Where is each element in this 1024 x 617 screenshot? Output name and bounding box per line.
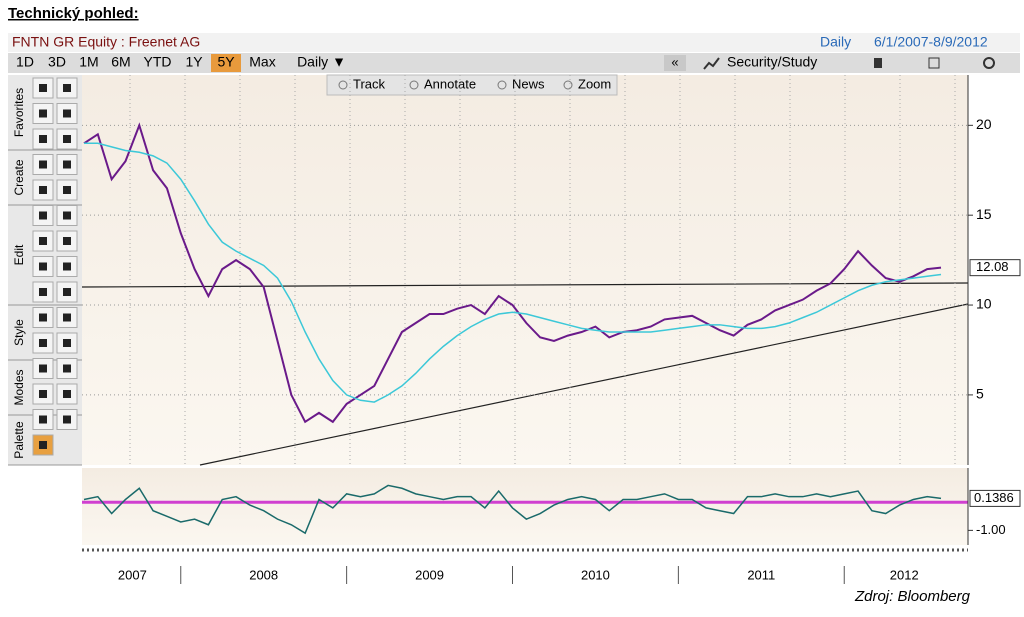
tool-icon: [39, 262, 47, 271]
source: Zdroj: Bloomberg: [854, 588, 971, 605]
tool-icon: [63, 84, 71, 92]
subtool-icon: [338, 80, 348, 90]
tool-icon: [39, 135, 47, 143]
range-button[interactable]: YTD: [144, 54, 172, 70]
palette-label: Palette: [12, 421, 26, 459]
tool-icon: [63, 288, 71, 296]
page-title: Technický pohled:: [8, 5, 139, 22]
y-tick-label: 5: [976, 386, 984, 402]
last-osc-box: [969, 489, 1021, 507]
palette-label: Favorites: [12, 88, 26, 137]
collapse-button[interactable]: [664, 55, 686, 71]
x-tick-label: 2008: [249, 567, 278, 582]
y-tick-label: 20: [976, 116, 992, 132]
series-line: [84, 142, 942, 403]
tool-icon: [63, 211, 71, 220]
tool-icon: [63, 364, 71, 373]
palette-label: Modes: [12, 369, 26, 405]
trend-line: [81, 282, 969, 288]
collapse-icon: «: [671, 54, 678, 69]
last-price-box: [969, 259, 1021, 277]
range-button[interactable]: 3D: [48, 54, 66, 70]
tool-icon[interactable]: [874, 58, 882, 68]
subtool-icon: [497, 80, 507, 90]
plot-area: [82, 75, 968, 465]
tool-icon: [39, 186, 47, 194]
header-bar: [8, 33, 1020, 52]
tool-icon: [39, 288, 47, 296]
palette-label: Style: [12, 319, 26, 346]
tool-icon: [39, 84, 47, 92]
tool-icon: [39, 160, 47, 169]
last-price: 12.08: [976, 259, 1009, 274]
range-button[interactable]: 5Y: [217, 54, 235, 70]
subtool-button[interactable]: Zoom: [578, 76, 611, 91]
tool-icon: [39, 339, 47, 347]
x-tick-label: 2009: [415, 567, 444, 582]
active-button: [211, 54, 241, 72]
y-tick-label: 10: [976, 296, 992, 312]
toolbar: [8, 53, 1020, 73]
palette-label: Create: [12, 159, 26, 195]
settings-icon[interactable]: [983, 57, 995, 69]
subtool-icon: [563, 80, 573, 90]
trend-line: [199, 303, 969, 466]
tool-icon: [63, 109, 71, 118]
tool-icon: [63, 313, 71, 322]
tool-icon: [63, 160, 71, 169]
tool-icon: [39, 364, 47, 373]
tool-icon: [39, 415, 47, 424]
tool-icon: [39, 109, 47, 118]
x-tick-label: 2011: [747, 567, 775, 582]
tool-icon: [39, 211, 47, 220]
subtool-button[interactable]: Annotate: [424, 76, 476, 91]
subtool-button[interactable]: Track: [353, 76, 386, 91]
x-tick-label: 2010: [581, 567, 610, 582]
study-icon: [703, 57, 720, 70]
tool-icon: [63, 135, 71, 143]
tool-icon: [39, 441, 47, 449]
last-osc: 0.1386: [974, 490, 1014, 505]
subtool-icon: [409, 80, 419, 90]
series-line: [83, 122, 942, 424]
tool-icon: [39, 390, 47, 398]
tool-icon: [39, 313, 47, 322]
tool-icon: [63, 186, 71, 194]
range-button[interactable]: 1M: [79, 54, 98, 70]
subtoolbar: [326, 74, 618, 96]
tool-icon: [63, 390, 71, 398]
tool-icon: [39, 237, 47, 245]
range-button[interactable]: 1Y: [185, 54, 203, 70]
tool-icon: [63, 339, 71, 347]
range-button[interactable]: Daily ▼: [297, 54, 346, 70]
x-tick-label: 2012: [890, 567, 919, 582]
tool-icon: [63, 237, 71, 245]
range-button[interactable]: 1D: [16, 54, 34, 70]
y-tick-label: -1.00: [976, 522, 1006, 537]
palette-label: Edit: [12, 244, 26, 265]
date-range: 6/1/2007-8/9/2012: [874, 34, 988, 50]
period: Daily: [820, 34, 851, 50]
study-button[interactable]: Security/Study: [727, 54, 817, 70]
security-name: FNTN GR Equity : Freenet AG: [12, 34, 200, 50]
oscillator-line: [83, 484, 942, 535]
y-tick-label: 15: [976, 206, 992, 222]
oscillator-panel: [82, 468, 968, 545]
subtool-button[interactable]: News: [512, 76, 545, 91]
tool-icon: [63, 415, 71, 424]
tool-icon[interactable]: [928, 57, 940, 69]
tool-icon: [63, 262, 71, 271]
range-button[interactable]: Max: [249, 54, 275, 70]
range-button[interactable]: 6M: [111, 54, 130, 70]
x-tick-label: 2007: [118, 567, 147, 582]
